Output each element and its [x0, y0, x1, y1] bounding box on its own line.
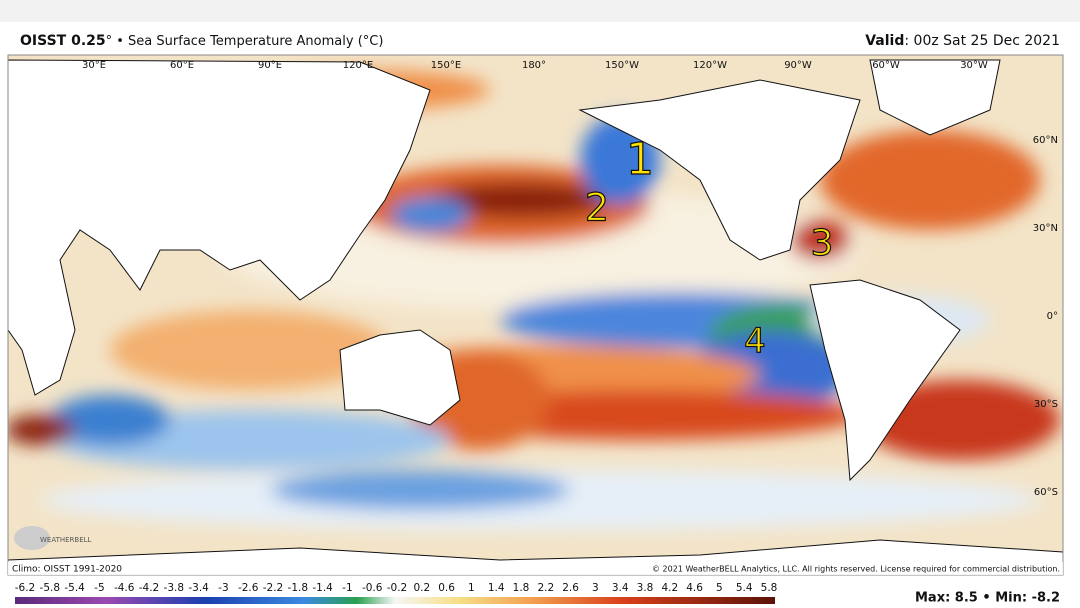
colorbar-label: 4.6 [686, 582, 703, 594]
lon-label: 60°E [170, 60, 194, 71]
logo: WEATHERBELL [40, 536, 92, 544]
colorbar-labels: -6.2 -5.8 -5.4 -5 -4.6 -4.2 -3.8 -3.4 -3 -2.6 -2.2… [15, 582, 778, 594]
logo-icon [14, 526, 50, 550]
colorbar-label: -5.8 [40, 582, 61, 594]
colorbar-label: -0.6 [362, 582, 383, 594]
climo: Climo: OISST 1991-2020 [12, 565, 122, 575]
colorbar-label: 3 [592, 582, 599, 594]
annotation: 2 [585, 186, 609, 230]
lon-label: 120°W [693, 60, 727, 71]
annotation: 4 [744, 322, 766, 362]
lat-label: 60°S [1034, 487, 1058, 498]
valid-rest: : 00z Sat 25 Dec 2021 [904, 33, 1060, 49]
australia [339, 329, 461, 426]
lat-label: 30°N [1033, 223, 1058, 234]
colorbar-label: 5 [716, 582, 723, 594]
colorbar-label: -4.6 [114, 582, 135, 594]
lat-labels: 60°N 30°N 0° 30°S 60°S [1033, 135, 1058, 498]
lon-label: 120°E [343, 60, 373, 71]
colorbar-label: -5 [94, 582, 104, 594]
map [8, 55, 1063, 575]
max-min: Max: 8.5 • Min: -8.2 [915, 591, 1060, 605]
north-america [578, 79, 861, 261]
title: OISST 0.25° • Sea Surface Temperature An… [20, 33, 383, 49]
colorbar-label: 2.6 [562, 582, 579, 594]
colorbar-label: -4.2 [139, 582, 160, 594]
colorbar-label: 5.4 [736, 582, 753, 594]
colorbar-label: 3.8 [637, 582, 654, 594]
lon-label: 30°W [960, 60, 988, 71]
colorbar-label: 1 [468, 582, 475, 594]
annotation: 1 [626, 134, 654, 185]
lon-label: 60°W [872, 60, 900, 71]
colorbar-label: 0.6 [438, 582, 455, 594]
valid: Valid: 00z Sat 25 Dec 2021 [865, 33, 1060, 49]
colorbar-label: -2.2 [263, 582, 284, 594]
valid-bold: Valid [865, 33, 904, 49]
colorbar-label: 1.4 [488, 582, 505, 594]
lat-label: 30°S [1034, 399, 1058, 410]
colorbar-label: -6.2 [15, 582, 36, 594]
colorbar-label: -2.6 [238, 582, 259, 594]
anomaly-field [8, 70, 1060, 530]
colorbar-label: 4.2 [661, 582, 678, 594]
south-america [809, 279, 961, 482]
colorbar-label: -3.8 [164, 582, 185, 594]
colorbar-label: 5.8 [761, 582, 778, 594]
colorbar [15, 597, 775, 604]
annotation: 3 [811, 223, 834, 264]
lon-labels: 30°E 60°E 90°E 120°E 150°E 180° 150°W 120°W 90°W… [82, 60, 988, 71]
eurasia-africa [8, 59, 431, 396]
copyright: © 2021 WeatherBELL Analytics, LLC. All r… [652, 565, 1060, 574]
lat-label: 0° [1047, 311, 1058, 322]
colorbar-label: -1 [342, 582, 352, 594]
colorbar-label: 3.4 [612, 582, 629, 594]
greenland [869, 59, 1001, 136]
colorbar-label: -5.4 [64, 582, 85, 594]
top-bar [0, 0, 1080, 22]
colorbar-label: -0.2 [387, 582, 408, 594]
colorbar-label: 2.2 [537, 582, 554, 594]
colorbar-label: -1.8 [288, 582, 309, 594]
title-bold: OISST 0.25 [20, 33, 106, 49]
lon-label: 90°W [784, 60, 812, 71]
lon-label: 180° [522, 60, 546, 71]
colorbar-label: -3.4 [188, 582, 209, 594]
lon-label: 150°W [605, 60, 639, 71]
colorbar-label: 1.8 [513, 582, 530, 594]
lon-label: 30°E [82, 60, 106, 71]
colorbar-label: 0.2 [413, 582, 430, 594]
colorbar-label: -1.4 [312, 582, 333, 594]
lat-label: 60°N [1033, 135, 1058, 146]
credit-bar [8, 562, 1063, 575]
title-rest: ° • Sea Surface Temperature Anomaly (°C) [106, 34, 384, 49]
lon-label: 90°E [258, 60, 282, 71]
lon-label: 150°E [431, 60, 461, 71]
colorbar-label: -3 [218, 582, 228, 594]
annotations: 12 3 4 [584, 133, 834, 362]
